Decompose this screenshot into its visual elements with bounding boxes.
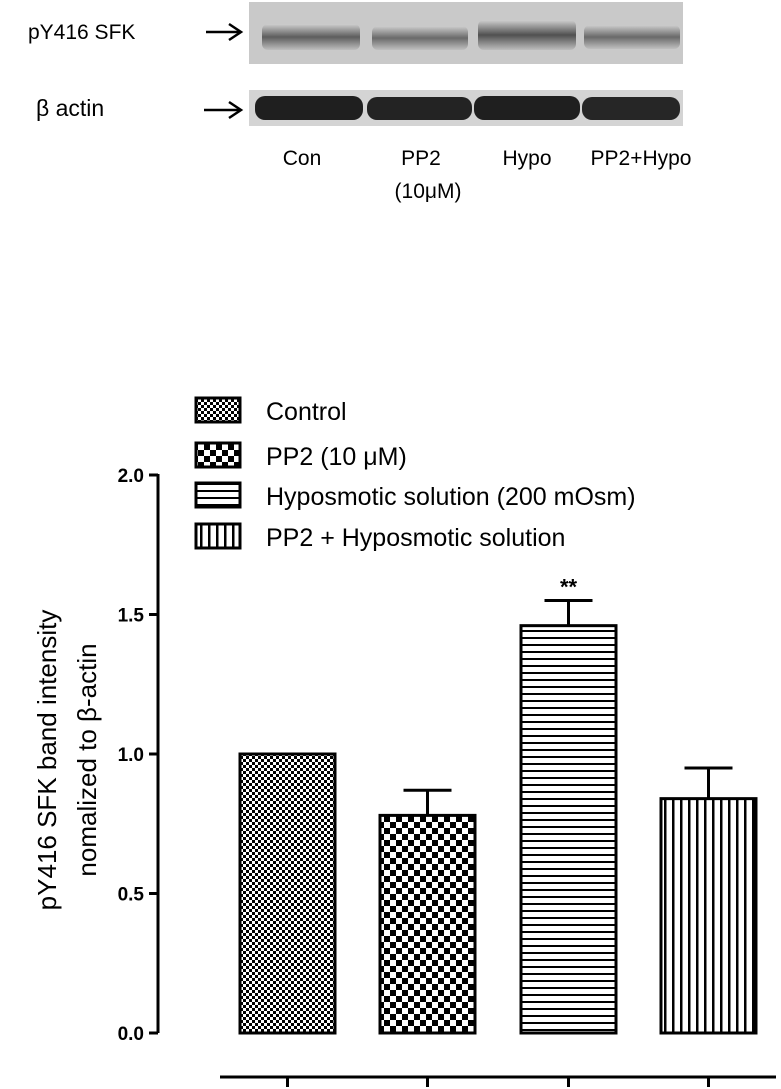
bar-horizontal-lines xyxy=(519,624,618,1035)
bar-checker xyxy=(378,813,477,1035)
lane-label-pp2: PP2 xyxy=(401,147,441,170)
arrow-right-icon xyxy=(206,22,244,42)
bars: ** xyxy=(238,575,758,1035)
y-tick-label: 0.5 xyxy=(118,885,145,906)
actin-band-pp2 xyxy=(367,97,472,120)
legend-entry: PP2 + Hyposmotic solution xyxy=(266,524,565,552)
legend-swatch xyxy=(194,396,242,424)
bar-vertical-lines xyxy=(659,797,758,1035)
pY416-band-pp2 xyxy=(372,26,468,50)
y-tick-label: 1.5 xyxy=(118,606,145,627)
lane-label-pp2-conc: (10μM) xyxy=(395,180,462,203)
significance-annotation: ** xyxy=(560,575,578,600)
bar-fine-check xyxy=(238,752,337,1035)
legend-entry: Hyposmotic solution (200 mOsm) xyxy=(266,483,636,511)
legend-entry: Control xyxy=(266,398,347,426)
pY416-band-hypo xyxy=(478,20,576,50)
blot-row-label-actin: β actin xyxy=(36,95,104,121)
y-tick-label: 0.0 xyxy=(118,1024,144,1045)
lane-label-hypo: Hypo xyxy=(502,147,551,170)
western-blot-panel: pY416 SFK β actin Con PP2 (10μM) Hypo PP… xyxy=(0,0,781,215)
blot-row-label-py416: pY416 SFK xyxy=(28,21,135,44)
y-axis-label: nomalized to β-actin xyxy=(72,643,102,876)
legend: Control PP2 (10 μM) Hyposmotic solution (2… xyxy=(194,396,636,552)
axes: 0.0 0.5 1.0 1.5 2.0 pY416 SFK band intensity n… xyxy=(32,466,776,1087)
pY416-band-pp2hypo xyxy=(584,25,680,49)
y-axis-label: pY416 SFK band intensity xyxy=(32,610,62,911)
y-tick-label: 1.0 xyxy=(118,745,144,766)
actin-band-hypo xyxy=(474,96,580,120)
actin-band-pp2hypo xyxy=(582,97,680,120)
legend-swatch xyxy=(194,481,242,509)
lane-label-pp2hypo: PP2+Hypo xyxy=(591,147,692,170)
western-blot-image: pY416 SFK β actin Con PP2 (10μM) Hypo PP… xyxy=(28,2,692,203)
lane-label-con: Con xyxy=(283,147,322,170)
y-tick-label: 2.0 xyxy=(118,466,144,487)
legend-swatch xyxy=(194,522,242,550)
legend-entry: PP2 (10 μM) xyxy=(266,443,407,471)
arrow-right-icon xyxy=(204,100,244,120)
legend-swatch xyxy=(194,441,242,469)
actin-band-con xyxy=(255,96,363,120)
pY416-band-con xyxy=(262,24,360,50)
